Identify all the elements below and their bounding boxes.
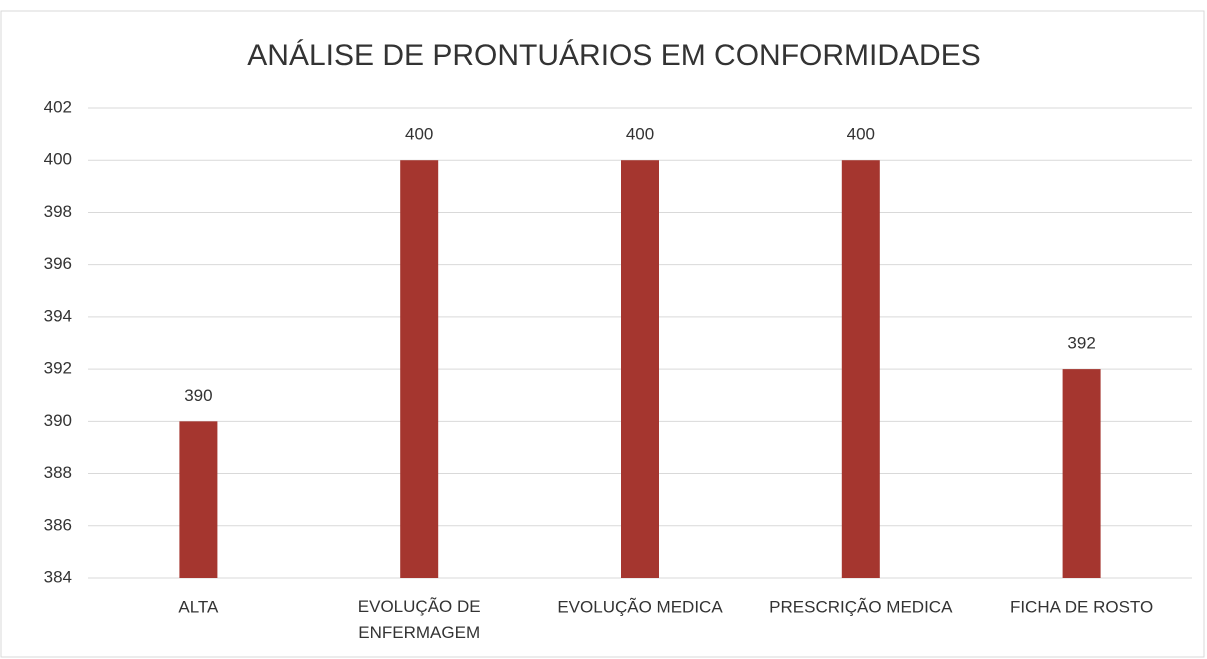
y-tick-label: 386 [44, 515, 72, 534]
y-tick-label: 400 [44, 150, 72, 169]
y-tick-label: 396 [44, 254, 72, 273]
y-tick-label: 384 [44, 567, 72, 586]
x-tick-label: EVOLUÇÃO DE ENFERMAGEM [358, 597, 481, 642]
y-tick-label: 388 [44, 463, 72, 482]
data-label: 400 [626, 125, 654, 144]
y-tick-label: 392 [44, 359, 72, 378]
y-tick-label: 390 [44, 411, 72, 430]
y-tick-label: 402 [44, 97, 72, 116]
x-tick-label: PRESCRIÇÃO MEDICA [769, 597, 953, 616]
x-tick-label: ALTA [178, 597, 219, 616]
data-label: 392 [1067, 334, 1095, 353]
data-label: 390 [184, 386, 212, 405]
bar [179, 421, 218, 578]
chart-title: ANÁLISE DE PRONTUÁRIOS EM CONFORMIDADES [247, 39, 980, 72]
bar [1062, 369, 1101, 578]
data-label: 400 [847, 125, 875, 144]
bar [841, 160, 880, 578]
y-tick-label: 398 [44, 202, 72, 221]
x-tick-label: FICHA DE ROSTO [1010, 597, 1153, 616]
x-tick-label: EVOLUÇÃO MEDICA [557, 597, 723, 616]
bar [621, 160, 659, 578]
y-tick-label: 394 [44, 306, 72, 325]
data-label: 400 [405, 125, 433, 144]
bar [400, 160, 439, 578]
